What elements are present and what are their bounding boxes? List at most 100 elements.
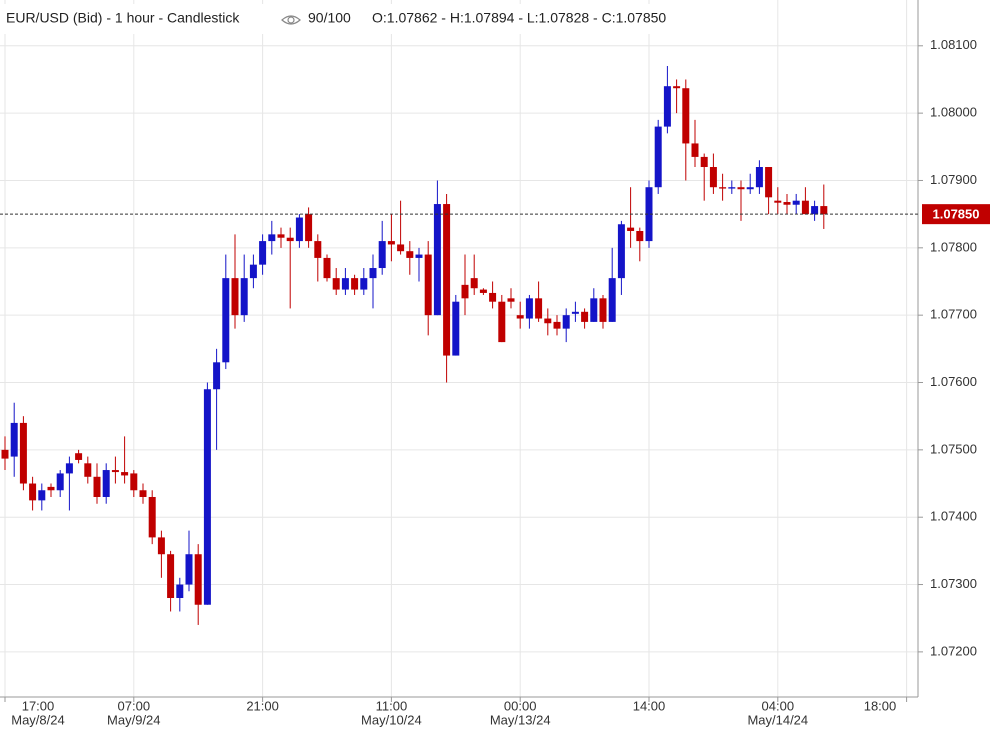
candle-body (682, 88, 690, 144)
candle-body (397, 244, 405, 252)
candle-body (498, 301, 506, 343)
candle-body (47, 486, 55, 491)
candle-body (38, 490, 46, 501)
candle-body (102, 470, 110, 497)
candle-body (433, 204, 441, 316)
x-tick-label: 14:00 (633, 698, 666, 713)
candle-body (130, 473, 138, 491)
candle-body (65, 463, 73, 474)
candle-body (111, 470, 119, 473)
y-tick-label: 1.07400 (930, 509, 977, 524)
candle-body (415, 254, 423, 258)
candle-body (617, 224, 625, 279)
candle-body (581, 311, 589, 322)
candle-body (185, 554, 193, 585)
x-tick-label: 04:00 (762, 698, 795, 713)
x-date-label: May/14/24 (747, 712, 808, 727)
candle-body (663, 86, 671, 127)
candle-body (443, 204, 451, 356)
candle-body (240, 278, 248, 316)
header-bg (0, 4, 720, 34)
y-tick-label: 1.07300 (930, 576, 977, 591)
x-date-label: May/10/24 (361, 712, 422, 727)
candle-body (535, 298, 543, 319)
candle-body (571, 311, 579, 314)
y-tick-label: 1.07600 (930, 374, 977, 389)
candle-body (479, 289, 487, 293)
candle-body (148, 496, 156, 538)
candle-body (305, 214, 313, 242)
candle-body (1, 449, 9, 459)
candle-body (295, 217, 303, 242)
candle-body (691, 143, 699, 157)
candle-body (93, 476, 101, 497)
candle-body (249, 264, 257, 279)
x-date-label: May/8/24 (11, 712, 64, 727)
candle-body (56, 473, 64, 491)
candle-body (590, 298, 598, 322)
candle-body (801, 200, 809, 215)
candle-body (820, 206, 828, 215)
candle-body (268, 234, 276, 242)
candle-body (562, 315, 570, 329)
y-tick-label: 1.07500 (930, 441, 977, 456)
x-tick-label: 11:00 (376, 698, 408, 713)
candle-body (10, 422, 18, 457)
candle-body (599, 298, 607, 322)
candle-body (213, 362, 221, 390)
candle-body (84, 463, 92, 477)
candle-body (627, 227, 635, 231)
candle-body (792, 200, 800, 205)
candle-body (424, 254, 432, 316)
candle-body (507, 298, 515, 302)
y-tick-label: 1.07200 (930, 643, 977, 658)
candle-body (544, 318, 552, 324)
candle-body (765, 167, 773, 198)
candle-body (222, 278, 230, 363)
candle-body (194, 554, 202, 605)
eye-icon (281, 15, 301, 25)
candle-body (489, 292, 497, 302)
candle-body (351, 278, 359, 290)
candle-body (783, 202, 791, 205)
x-tick-label: 07:00 (118, 698, 151, 713)
candle-body (525, 298, 533, 319)
candle-body (673, 86, 681, 89)
candle-body (167, 554, 175, 599)
x-tick-label: 00:00 (504, 698, 537, 713)
candle-body (553, 321, 561, 329)
candle-body (277, 234, 285, 238)
candle-body (314, 241, 322, 258)
candle-body (470, 278, 478, 289)
candle-body (387, 241, 395, 245)
candle-body (231, 278, 239, 316)
candle-body (286, 237, 294, 242)
x-tick-label: 18:00 (864, 698, 897, 713)
candle-body (341, 278, 349, 290)
candle-body (737, 187, 745, 190)
y-tick-label: 1.08000 (930, 105, 977, 120)
candle-body (259, 241, 267, 265)
candle-body (461, 284, 469, 299)
candle-body (406, 251, 414, 258)
candle-body (700, 156, 708, 168)
candle-body (176, 584, 184, 599)
candle-body (452, 301, 460, 356)
candle-body (636, 230, 644, 242)
candle-body (360, 278, 368, 290)
candle-body (75, 453, 83, 460)
x-date-label: May/13/24 (490, 712, 551, 727)
candle-body (709, 167, 717, 188)
candle-body (369, 268, 377, 279)
candle-body (157, 537, 165, 555)
candle-body (774, 200, 782, 203)
candle-body (139, 490, 147, 497)
x-tick-label: 21:00 (246, 698, 279, 713)
candle-body (719, 187, 727, 189)
candle-body (746, 187, 754, 190)
candle-body (811, 206, 819, 215)
chart-title: EUR/USD (Bid) - 1 hour - Candlestick (6, 10, 240, 26)
candle-body (121, 472, 129, 476)
y-tick-label: 1.07700 (930, 307, 977, 322)
